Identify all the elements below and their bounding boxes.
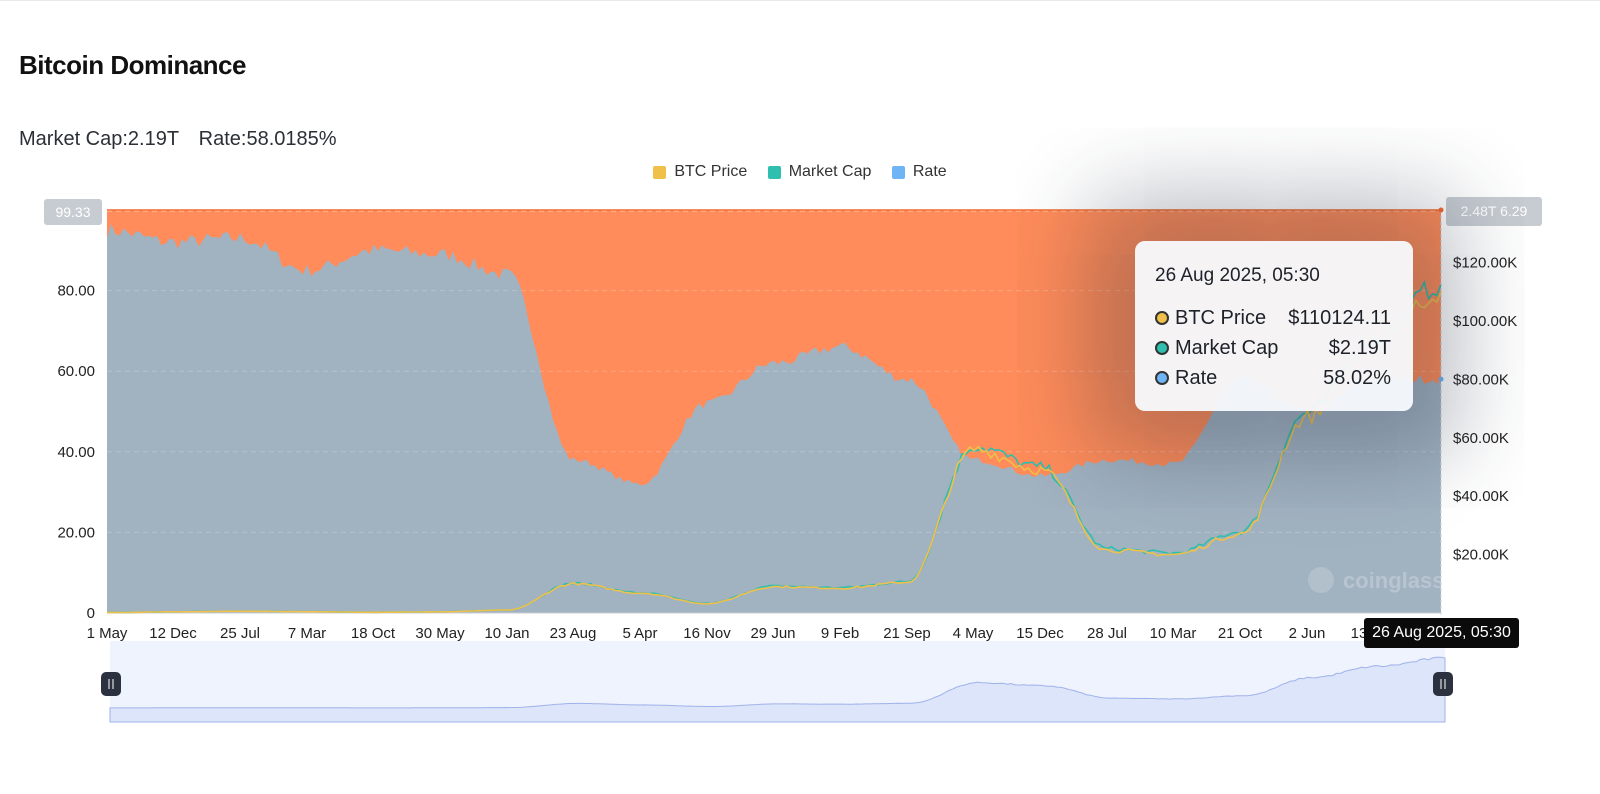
legend-item-market-cap[interactable]: Market Cap — [767, 163, 872, 181]
watermark-text: coinglass — [1343, 568, 1444, 593]
y-right-max-badge — [1446, 197, 1542, 226]
handle-body[interactable] — [1433, 672, 1453, 696]
y-right-max-label: 2.48T 6.29 — [1461, 203, 1528, 219]
chart-legend: BTC Price Market Cap Rate — [0, 163, 1600, 184]
y-right-tick-label: $120.00K — [1453, 255, 1517, 272]
tooltip-date: 26 Aug 2025, 05:30 — [1155, 265, 1320, 286]
tooltip-value-rate: 58.02% — [1323, 366, 1391, 389]
x-tick-label: 2 Jun — [1289, 625, 1326, 642]
legend-item-btc-price[interactable]: BTC Price — [653, 163, 747, 181]
summary-stats: Market Cap:2.19T Rate:58.0185% — [19, 128, 351, 151]
legend-label-market-cap: Market Cap — [788, 163, 872, 180]
legend-label-btc-price: BTC Price — [674, 163, 748, 180]
y-right-tick-label: $40.00K — [1453, 488, 1509, 505]
x-tick-label: 10 Jan — [484, 625, 529, 642]
tooltip-row-market-cap: Market Cap $2.19T — [1155, 335, 1391, 361]
tooltip-label-rate: Rate — [1175, 366, 1218, 389]
x-tick-label: 18 Oct — [351, 625, 396, 642]
tooltip-dot-btc-price — [1155, 311, 1169, 325]
x-tick-label: 7 Mar — [288, 625, 326, 642]
y-right-tick-label: $60.00K — [1453, 430, 1509, 447]
x-tick-label: 9 Feb — [821, 625, 859, 642]
x-tick-label: 21 Sep — [883, 625, 931, 642]
tooltip-label-btc-price: BTC Price — [1175, 306, 1267, 329]
endpoint-rate-dot — [1438, 376, 1444, 382]
y-left-tick-label: 80.00 — [57, 283, 95, 300]
x-tick-label: 4 May — [953, 625, 994, 642]
navigator-handle-right[interactable] — [1433, 672, 1453, 696]
navigator-area — [109, 656, 1446, 723]
x-tick-label: 21 Oct — [1218, 625, 1263, 642]
tooltip-label-market-cap: Market Cap — [1175, 336, 1279, 359]
x-tick-label: 25 Jul — [220, 625, 260, 642]
legend-item-rate[interactable]: Rate — [891, 163, 947, 181]
x-tick-label: 13 — [1351, 625, 1368, 642]
series-line-btc-price[interactable] — [107, 291, 1442, 614]
tooltip-value-market-cap: $2.19T — [1328, 336, 1391, 359]
x-tick-label: 29 Jun — [750, 625, 795, 642]
top-divider — [0, 0, 1600, 1]
y-right-tick-label: $100.00K — [1453, 313, 1517, 330]
x-tick-label: 12 Dec — [149, 625, 197, 642]
page-title: Bitcoin Dominance — [19, 50, 246, 80]
chart-tooltip: 26 Aug 2025, 05:30 BTC Price $110124.11 … — [1135, 241, 1413, 411]
legend-label-rate: Rate — [912, 163, 947, 180]
x-tick-label: 1 May — [87, 625, 128, 642]
y-left-tick-label: 40.00 — [57, 444, 95, 461]
crosshair-date-label: 26 Aug 2025, 05:30 — [1364, 618, 1519, 648]
tooltip-dot-rate — [1155, 371, 1169, 385]
tooltip-value-btc-price: $110124.11 — [1288, 306, 1391, 329]
x-tick-label: 28 Jul — [1087, 625, 1127, 642]
watermark-logo-icon — [1308, 567, 1334, 593]
navigator-handle-left[interactable] — [101, 672, 121, 696]
x-tick-label: 30 May — [415, 625, 465, 642]
tooltip-row-rate: Rate 58.02% — [1155, 365, 1391, 391]
x-tick-label: 5 Apr — [622, 625, 657, 642]
summary-market-cap: Market Cap:2.19T — [19, 128, 180, 150]
legend-swatch-btc-price — [653, 165, 667, 179]
x-tick-label: 23 Aug — [550, 625, 597, 642]
x-tick-label: 10 Mar — [1150, 625, 1197, 642]
y-right-tick-label: $20.00K — [1453, 547, 1509, 564]
y-left-tick-label: 20.00 — [57, 524, 95, 541]
endpoint-top-dot — [1438, 207, 1444, 213]
tooltip-dot-market-cap — [1155, 341, 1169, 355]
legend-swatch-rate — [891, 165, 905, 179]
y-left-max-badge — [44, 199, 102, 225]
x-tick-label: 15 Dec — [1016, 625, 1064, 642]
legend-swatch-market-cap — [767, 165, 781, 179]
y-left-tick-label: 0 — [87, 605, 95, 622]
x-tick-label: 16 Nov — [683, 625, 731, 642]
summary-rate: Rate:58.0185% — [198, 128, 337, 150]
handle-body[interactable] — [101, 672, 121, 696]
y-left-tick-label: 60.00 — [57, 363, 95, 380]
y-right-tick-label: $80.00K — [1453, 371, 1509, 388]
tooltip-row-btc-price: BTC Price $110124.11 — [1155, 305, 1391, 331]
y-left-max-label: 99.33 — [55, 204, 90, 220]
series-area-rate[interactable] — [107, 223, 1441, 614]
